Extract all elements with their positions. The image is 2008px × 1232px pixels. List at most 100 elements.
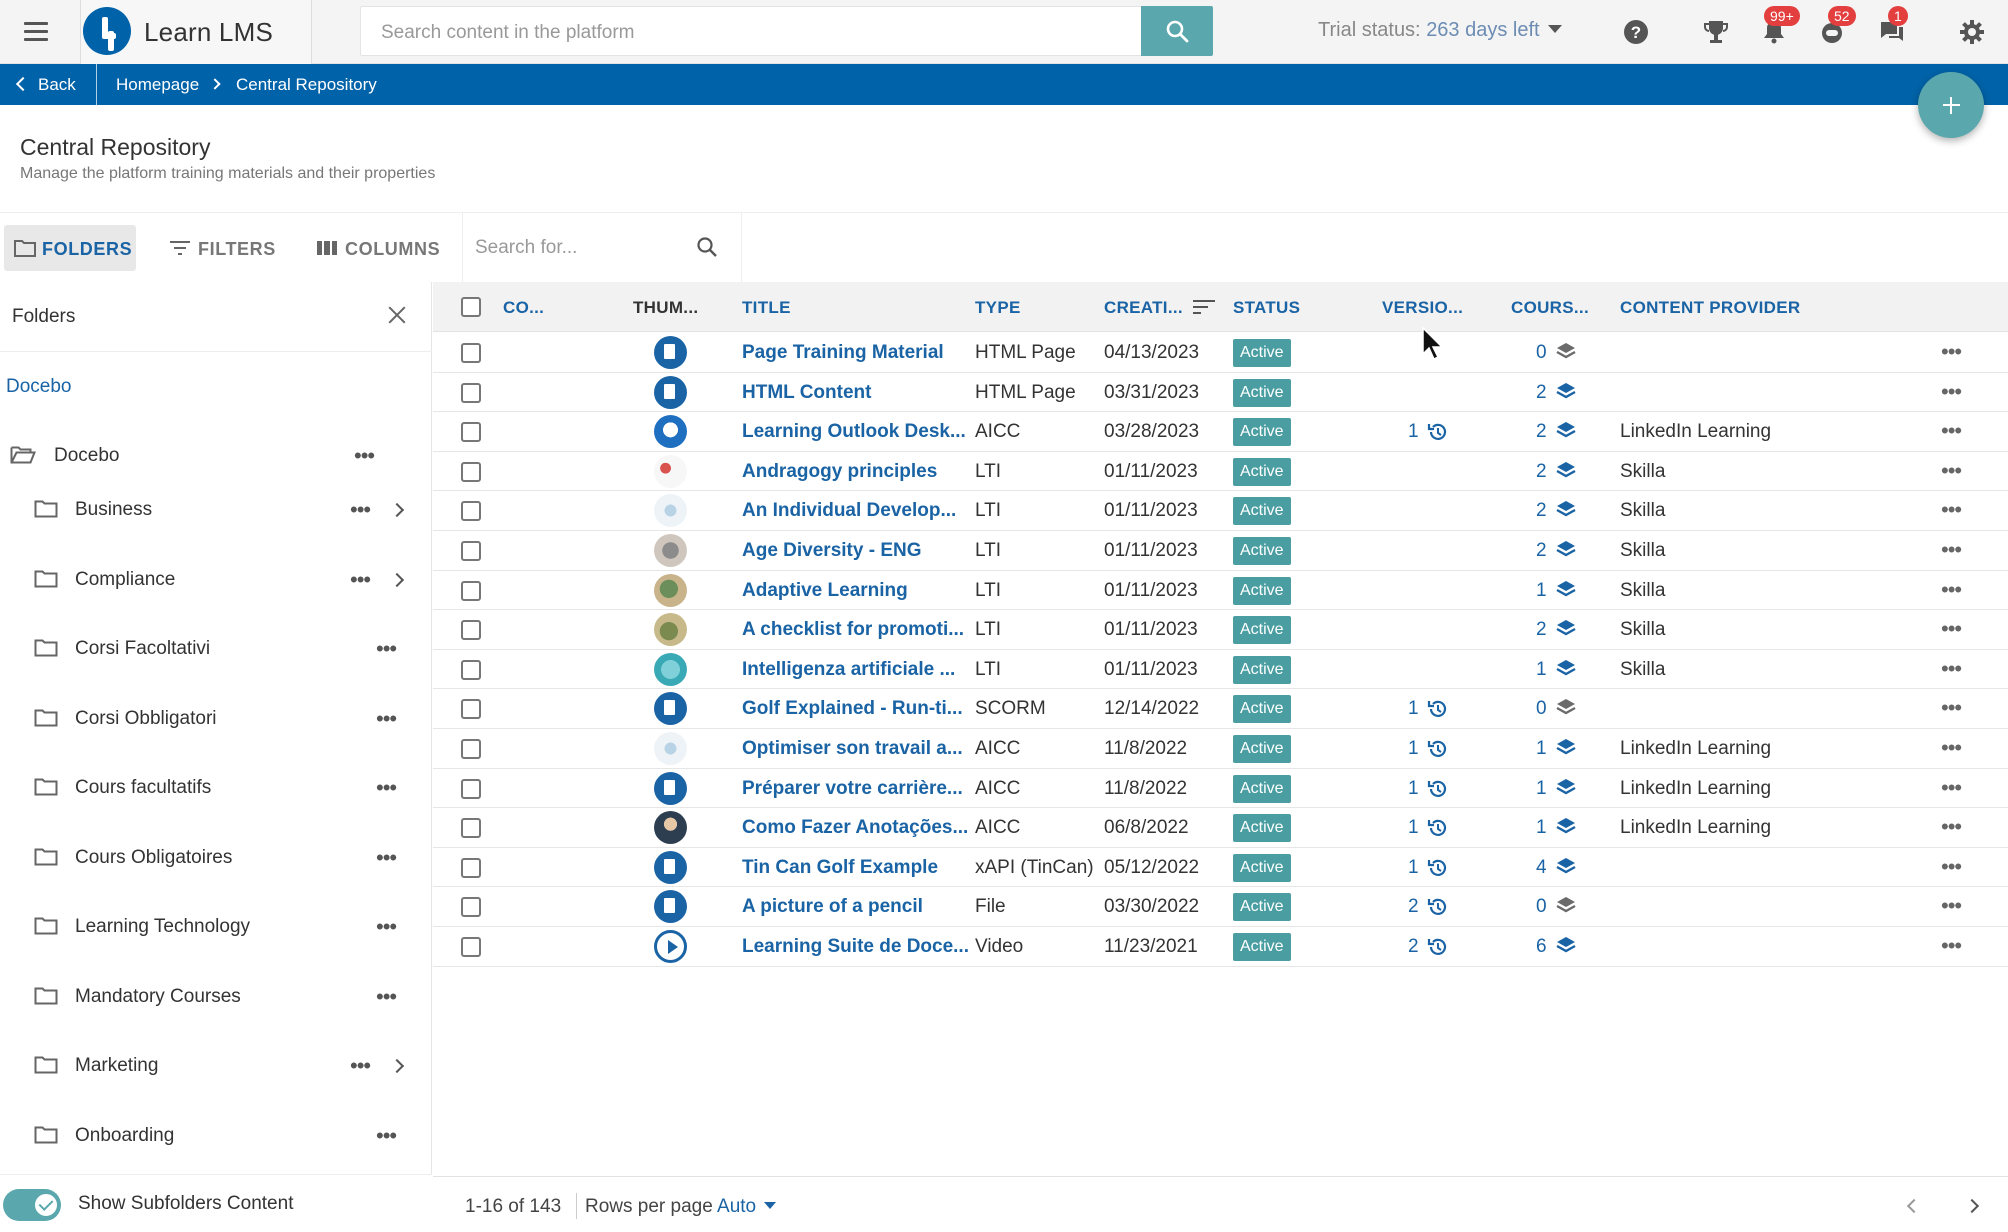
more-options-icon[interactable]: ••• — [1941, 497, 1962, 523]
row-checkbox[interactable] — [461, 699, 481, 720]
column-header-thumbnail[interactable]: THUM... — [633, 298, 699, 317]
row-version-count[interactable]: 1 — [1408, 421, 1419, 443]
row-checkbox[interactable] — [461, 937, 481, 957]
more-options-icon[interactable]: ••• — [354, 443, 375, 468]
row-version-count[interactable]: 1 — [1408, 777, 1419, 799]
row-courses-count[interactable]: 0 — [1536, 342, 1547, 363]
row-title-link[interactable]: Learning Suite de Doce... — [742, 936, 969, 957]
folder-item[interactable]: Cours Obligatoires ••• — [0, 832, 432, 884]
row-courses-count[interactable]: 1 — [1536, 738, 1547, 759]
back-link[interactable]: Back — [15, 75, 76, 95]
column-header-version[interactable]: VERSIO... — [1382, 298, 1464, 317]
folder-item[interactable]: Corsi Facoltativi ••• — [0, 623, 432, 675]
row-title-link[interactable]: Como Fazer Anotações... — [742, 817, 969, 839]
row-title-link[interactable]: Page Training Material — [742, 342, 944, 363]
row-checkbox[interactable] — [461, 620, 481, 641]
table-row[interactable]: Como Fazer Anotações... AICC 06/8/2022 Acti… — [433, 808, 2008, 848]
chevron-right-icon[interactable] — [389, 572, 405, 587]
more-options-icon[interactable]: ••• — [1941, 537, 1962, 562]
row-checkbox[interactable] — [461, 739, 481, 759]
folder-item[interactable]: Business ••• — [0, 484, 432, 536]
more-options-icon[interactable]: ••• — [1941, 695, 1962, 721]
more-options-icon[interactable]: ••• — [1941, 735, 1962, 760]
layers-icon[interactable] — [1555, 539, 1577, 566]
select-all-checkbox[interactable] — [461, 297, 481, 317]
thumbnail-image[interactable] — [654, 652, 687, 686]
row-courses-count[interactable]: 2 — [1536, 619, 1547, 641]
table-row[interactable]: Andragogy principles LTI 01/11/2023 Active 2… — [433, 452, 2008, 492]
thumbnail-image[interactable] — [654, 415, 687, 449]
table-row[interactable]: Age Diversity - ENG LTI 01/11/2023 Active 2 S… — [433, 531, 2008, 571]
folders-root-link[interactable]: Docebo — [6, 376, 72, 397]
previous-page-icon[interactable] — [1906, 1198, 1922, 1214]
table-row[interactable]: Learning Suite de Doce... Video 11/23/2021… — [433, 927, 2008, 967]
layers-icon[interactable] — [1555, 697, 1577, 724]
row-checkbox[interactable] — [461, 461, 481, 482]
row-checkbox[interactable] — [461, 422, 481, 443]
folder-item[interactable]: Learning Technology ••• — [0, 901, 432, 953]
row-version-count[interactable]: 1 — [1408, 856, 1419, 878]
row-version-count[interactable]: 2 — [1408, 896, 1419, 918]
column-header-code[interactable]: CO... — [503, 298, 545, 317]
more-options-icon[interactable]: ••• — [1941, 616, 1962, 642]
more-options-icon[interactable]: ••• — [376, 983, 397, 1009]
layers-icon[interactable] — [1555, 381, 1577, 408]
thumbnail-image[interactable] — [654, 454, 687, 488]
search-icon[interactable] — [695, 235, 719, 259]
table-row[interactable]: Optimiser son travail a... AICC 11/8/2022 A… — [433, 729, 2008, 769]
thumbnail-image[interactable] — [654, 573, 687, 607]
more-options-icon[interactable]: ••• — [1941, 457, 1962, 483]
row-checkbox[interactable] — [461, 501, 481, 522]
row-title-link[interactable]: A checklist for promoti... — [742, 619, 965, 641]
more-options-icon[interactable]: ••• — [1941, 576, 1962, 602]
row-title-link[interactable]: Tin Can Golf Example — [742, 856, 939, 878]
thumbnail-image[interactable] — [654, 811, 687, 845]
row-courses-count[interactable]: 2 — [1536, 500, 1547, 522]
menu-icon[interactable] — [18, 16, 54, 48]
gear-icon[interactable] — [1956, 16, 1988, 48]
layers-icon[interactable] — [1555, 618, 1577, 645]
notifications-icon[interactable]: 99+ — [1758, 6, 1800, 48]
layers-icon[interactable] — [1555, 341, 1577, 368]
row-version-count[interactable]: 1 — [1408, 817, 1419, 839]
history-icon[interactable] — [1427, 421, 1449, 448]
more-options-icon[interactable]: ••• — [376, 636, 397, 661]
document-icon[interactable] — [654, 850, 687, 884]
layers-icon[interactable] — [1555, 816, 1577, 843]
row-version-count[interactable]: 1 — [1408, 698, 1419, 720]
folder-item[interactable]: Corsi Obbligatori ••• — [0, 693, 432, 745]
row-courses-count[interactable]: 1 — [1536, 579, 1547, 601]
table-row[interactable]: Tin Can Golf Example xAPI (TinCan) 05/12/2… — [433, 848, 2008, 888]
more-options-icon[interactable]: ••• — [376, 844, 397, 870]
row-courses-count[interactable]: 0 — [1536, 896, 1547, 918]
document-icon[interactable] — [654, 375, 687, 409]
column-header-title[interactable]: TITLE — [742, 298, 791, 317]
row-title-link[interactable]: Golf Explained - Run-ti... — [742, 698, 963, 720]
row-courses-count[interactable]: 1 — [1536, 777, 1547, 799]
row-courses-count[interactable]: 2 — [1536, 381, 1547, 403]
close-icon[interactable] — [386, 304, 408, 326]
row-title-link[interactable]: Andragogy principles — [742, 460, 938, 482]
history-icon[interactable] — [1427, 738, 1449, 765]
folders-button[interactable]: FOLDERS — [4, 225, 136, 271]
row-checkbox[interactable] — [461, 897, 481, 918]
column-header-content-provider[interactable]: CONTENT PROVIDER — [1620, 298, 1801, 317]
more-options-icon[interactable]: ••• — [1941, 893, 1962, 919]
more-options-icon[interactable]: ••• — [1941, 339, 1962, 364]
layers-icon[interactable] — [1555, 658, 1577, 685]
more-options-icon[interactable]: ••• — [1941, 774, 1962, 800]
column-header-created[interactable]: CREATI... — [1104, 298, 1183, 317]
global-search-button[interactable] — [1141, 6, 1213, 56]
layers-icon[interactable] — [1555, 499, 1577, 526]
layers-icon[interactable] — [1555, 895, 1577, 922]
row-courses-count[interactable]: 2 — [1536, 460, 1547, 482]
table-row[interactable]: Intelligenza artificiale ... LTI 01/11/202… — [433, 650, 2008, 690]
row-courses-count[interactable]: 2 — [1536, 540, 1547, 561]
more-options-icon[interactable]: ••• — [1941, 378, 1962, 404]
thumbnail-image[interactable] — [654, 534, 687, 567]
folder-item[interactable]: Marketing ••• — [0, 1040, 432, 1092]
history-icon[interactable] — [1427, 857, 1449, 884]
table-row[interactable]: An Individual Develop... LTI 01/11/2023 Act… — [433, 491, 2008, 531]
trophy-icon[interactable] — [1700, 16, 1732, 48]
table-row[interactable]: Préparer votre carrière... AICC 11/8/2022 A… — [433, 769, 2008, 809]
